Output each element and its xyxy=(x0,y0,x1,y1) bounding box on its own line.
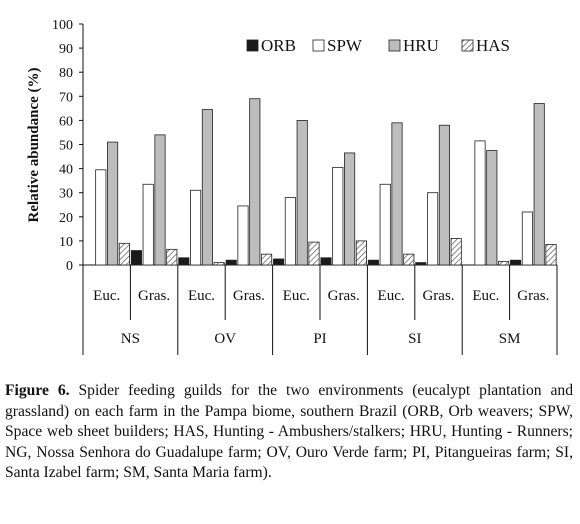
x-category-label: Euc. xyxy=(283,288,310,304)
bar-has xyxy=(545,244,557,266)
bar-hru xyxy=(486,150,498,266)
bar-spw xyxy=(379,183,391,266)
legend-label-orb: ORB xyxy=(261,36,296,55)
bar-orb xyxy=(273,258,285,266)
x-group-label: NS xyxy=(121,331,140,347)
x-category-label: Gras. xyxy=(233,288,265,304)
x-group-label: PI xyxy=(313,331,326,347)
x-category-label: Gras. xyxy=(138,288,170,304)
bar-spw xyxy=(284,197,296,266)
bar-orb xyxy=(130,250,142,266)
x-category-label: Euc. xyxy=(378,288,405,304)
bar-hru xyxy=(249,98,261,266)
y-axis-label: Relative abundance (%) xyxy=(26,68,42,223)
bar-orb xyxy=(415,262,427,266)
bar-spw xyxy=(142,183,154,266)
x-category-label: Euc. xyxy=(188,288,215,304)
legend-swatch-has xyxy=(461,39,474,52)
y-tick-label: 10 xyxy=(59,235,73,250)
y-tick-label: 40 xyxy=(59,163,73,178)
x-group-label: OV xyxy=(214,331,236,347)
bar-has xyxy=(403,253,415,266)
bar-hru xyxy=(201,109,213,266)
bar-hru xyxy=(154,134,166,266)
bar-has xyxy=(498,260,510,266)
bar-has xyxy=(355,240,367,266)
bar-hru xyxy=(533,103,545,266)
y-tick-label: 100 xyxy=(52,18,73,33)
y-tick-label: 80 xyxy=(59,66,73,81)
legend-label-hru: HRU xyxy=(403,36,439,55)
plot-area: 0 10 20 30 40 50 60 70 80 90 100 Euc. Gras. Euc. Gras.… xyxy=(52,18,558,355)
x-category-label: Euc. xyxy=(472,288,499,304)
bar-spw xyxy=(95,169,107,266)
bar-hru xyxy=(296,120,308,266)
bar-hru xyxy=(391,122,403,266)
legend-swatch-hru xyxy=(388,39,401,52)
y-tick-label: 70 xyxy=(59,90,73,105)
bar-has xyxy=(308,241,320,266)
bar-spw xyxy=(237,205,249,266)
legend-label-has: HAS xyxy=(476,36,510,55)
bar-has xyxy=(118,242,130,266)
bar-has xyxy=(166,248,178,266)
bar-chart: Relative abundance (%) 0 10 20 30 40 50 60 70 80… xyxy=(26,18,558,355)
bar-orb xyxy=(367,259,379,266)
y-tick-label: 20 xyxy=(59,211,73,226)
caption-label: Figure 6. xyxy=(5,382,70,399)
bar-orb xyxy=(510,259,522,266)
y-tick-label: 50 xyxy=(59,139,73,154)
legend-label-spw: SPW xyxy=(327,36,363,55)
bar-has xyxy=(213,262,225,266)
bar-spw xyxy=(474,140,486,266)
y-tick-label: 90 xyxy=(59,42,73,57)
bar-spw xyxy=(332,166,344,266)
bar-orb xyxy=(320,257,332,266)
bar-spw xyxy=(190,189,202,266)
x-category-label: Gras. xyxy=(328,288,360,304)
x-category-label: Gras. xyxy=(517,288,549,304)
y-tick-label: 60 xyxy=(59,114,73,129)
bar-hru xyxy=(344,152,356,266)
caption-text: Spider feeding guilds for the two enviro… xyxy=(5,382,573,481)
bar-orb xyxy=(225,259,237,266)
legend-swatch-spw xyxy=(312,39,325,52)
y-tick-label: 0 xyxy=(66,259,73,274)
x-category-label: Euc. xyxy=(93,288,120,304)
bar-has xyxy=(261,253,273,266)
bar-spw xyxy=(521,211,533,266)
y-tick-label: 30 xyxy=(59,187,73,202)
bar-has xyxy=(450,238,462,266)
x-group-label: SI xyxy=(408,331,421,347)
bar-spw xyxy=(427,192,439,266)
x-category-label: Gras. xyxy=(422,288,454,304)
bar-orb xyxy=(178,257,190,266)
bar-hru xyxy=(438,124,450,266)
figure-caption: Figure 6. Spider feeding guilds for the … xyxy=(5,381,573,484)
bar-hru xyxy=(107,141,119,266)
legend-swatch-orb xyxy=(246,39,259,52)
x-group-label: SM xyxy=(499,331,521,347)
